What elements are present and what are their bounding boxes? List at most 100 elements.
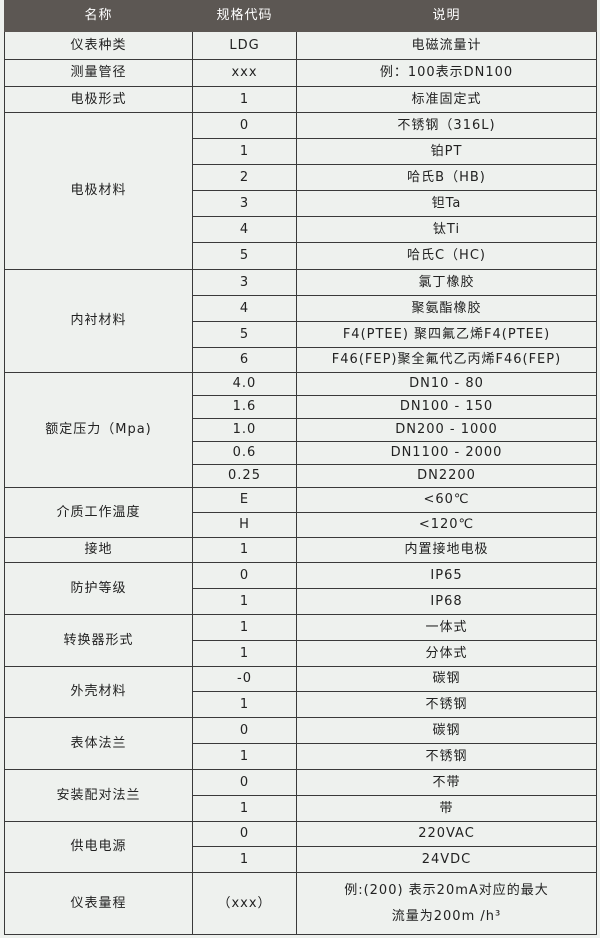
- param-name-cell: 额定压力（Mpa): [4, 372, 193, 488]
- header-name: 名称: [4, 0, 193, 32]
- table-row: 接地 1 内置接地电极: [4, 537, 597, 563]
- description-cell: 不锈钢: [296, 743, 597, 770]
- description-cell: 哈氏C（HC): [296, 242, 597, 270]
- spec-code-cell: 0: [192, 562, 297, 589]
- param-name-cell: 转换器形式: [4, 614, 193, 667]
- header-row: 名称 规格代码 说明: [4, 0, 597, 32]
- description-line: 带: [439, 800, 454, 816]
- description-cell: 例:(200) 表示20mA对应的最大 流量为200m /h³: [296, 872, 597, 935]
- spec-code-cell: 3: [192, 269, 297, 296]
- description-line: DN100 - 150: [399, 399, 494, 415]
- param-name-cell: 电极材料: [4, 112, 193, 270]
- description-cell: DN10 - 80: [296, 372, 597, 396]
- header-code: 规格代码: [192, 0, 297, 32]
- table-row: 测量管径 xxx 例：100表示DN100: [4, 59, 597, 87]
- description-cell: 碳钢: [296, 717, 597, 744]
- description-line: 钽Ta: [431, 195, 462, 211]
- table-row: 仪表量程 （xxx） 例:(200) 表示20mA对应的最大 流量为200m /h³: [4, 872, 597, 935]
- description-cell: <120℃: [296, 512, 597, 538]
- spec-code-cell: 0.25: [192, 464, 297, 488]
- spec-code-cell: xxx: [192, 59, 297, 87]
- spec-code-cell: -0: [192, 666, 297, 692]
- description-cell: 碳钢: [296, 666, 597, 692]
- spec-code-cell: 4: [192, 216, 297, 243]
- description-line: 不带: [432, 774, 461, 790]
- description-cell: 分体式: [296, 640, 597, 667]
- description-cell: 电磁流量计: [296, 31, 597, 60]
- param-name-cell: 介质工作温度: [4, 487, 193, 538]
- table-row: 4 钛Ti: [5, 216, 597, 243]
- param-name-cell: 外壳材料: [4, 666, 193, 718]
- table-row: 仪表种类 LDG 电磁流量计: [4, 31, 597, 60]
- spec-code-cell: 1: [192, 846, 297, 873]
- spec-code-cell: 6: [192, 347, 297, 373]
- spec-code-cell: 1: [192, 588, 297, 615]
- description-line: 不锈钢: [425, 748, 468, 764]
- description-line: 聚氨酯橡胶: [411, 300, 482, 316]
- description-cell: F4(PTEE) 聚四氟乙烯F4(PTEE): [296, 321, 597, 348]
- spec-code-cell: 1.6: [192, 395, 297, 419]
- param-name-cell: 仪表量程: [4, 872, 193, 935]
- spec-code-cell: 1.0: [192, 418, 297, 442]
- description-cell: DN1100 - 2000: [296, 441, 597, 465]
- spec-code-cell: 0: [192, 112, 297, 139]
- table-row: 4 聚氨酯橡胶: [5, 295, 597, 322]
- table-row: 0.25 DN2200: [5, 464, 597, 488]
- description-cell: 内置接地电极: [296, 537, 597, 563]
- description-cell: 钽Ta: [296, 190, 597, 217]
- param-name-cell: 表体法兰: [4, 717, 193, 770]
- description-cell: 一体式: [296, 614, 597, 641]
- description-line: <60℃: [423, 492, 470, 508]
- description-line: IP68: [430, 593, 463, 609]
- param-name-cell: 安装配对法兰: [4, 769, 193, 822]
- description-line: 钛Ti: [432, 221, 461, 237]
- description-line: 不锈钢（316L): [397, 117, 496, 133]
- description-line: 哈氏B（HB): [407, 169, 486, 185]
- spec-code-cell: H: [192, 512, 297, 538]
- description-cell: 哈氏B（HB): [296, 164, 597, 191]
- table-row: 0.6 DN1100 - 2000: [5, 441, 597, 465]
- description-line: 氯丁橡胶: [418, 274, 475, 290]
- description-line: IP65: [430, 567, 463, 583]
- description-cell: DN100 - 150: [296, 395, 597, 419]
- table-row: 防护等级 0 IP65: [4, 562, 597, 615]
- description-cell: DN200 - 1000: [296, 418, 597, 442]
- description-line: 220VAC: [418, 826, 475, 842]
- description-line: 铂PT: [430, 143, 463, 159]
- header-desc: 说明: [296, 0, 597, 32]
- description-cell: IP65: [296, 562, 597, 589]
- param-name-cell: 内衬材料: [4, 269, 193, 373]
- spec-code-cell: 1: [192, 138, 297, 165]
- description-cell: 铂PT: [296, 138, 597, 165]
- spec-code-cell: 5: [192, 242, 297, 270]
- description-cell: DN2200: [296, 464, 597, 488]
- description-line: 哈氏C（HC): [406, 248, 486, 264]
- spec-code-cell: 4.0: [192, 372, 297, 396]
- table-row: 转换器形式 1 一体式: [4, 614, 597, 667]
- description-line: 一体式: [425, 619, 468, 635]
- spec-code-cell: 0.6: [192, 441, 297, 465]
- table-row: 1 24VDC: [5, 846, 597, 873]
- spec-code-cell: 1: [192, 86, 297, 113]
- table-row: 5 F4(PTEE) 聚四氟乙烯F4(PTEE): [5, 321, 597, 348]
- description-cell: 钛Ti: [296, 216, 597, 243]
- description-cell: 带: [296, 795, 597, 822]
- description-line: 电磁流量计: [411, 37, 482, 53]
- description-line: 内置接地电极: [404, 542, 489, 558]
- spec-code-cell: 2: [192, 164, 297, 191]
- description-cell: IP68: [296, 588, 597, 615]
- description-line: DN2200: [417, 468, 476, 484]
- table-row: 1 不锈钢: [5, 743, 597, 770]
- param-name-cell: 接地: [4, 537, 193, 563]
- table-row: 表体法兰 0 碳钢: [4, 717, 597, 770]
- spec-code-cell: （xxx）: [192, 872, 297, 935]
- table-row: 额定压力（Mpa) 4.0 DN10 - 80: [4, 372, 597, 488]
- description-cell: 例：100表示DN100: [296, 59, 597, 87]
- table-row: 3 钽Ta: [5, 190, 597, 217]
- spec-code-cell: 1: [192, 537, 297, 563]
- description-line: <120℃: [418, 517, 475, 533]
- description-cell: F46(FEP)聚全氟代乙丙烯F46(FEP): [296, 347, 597, 373]
- spec-table: 名称 规格代码 说明 仪表种类 LDG 电磁流量计 测量管径 xxx 例：100表示DN1…: [4, 0, 597, 935]
- description-line: 例：100表示DN100: [379, 65, 514, 81]
- description-cell: 不锈钢: [296, 691, 597, 718]
